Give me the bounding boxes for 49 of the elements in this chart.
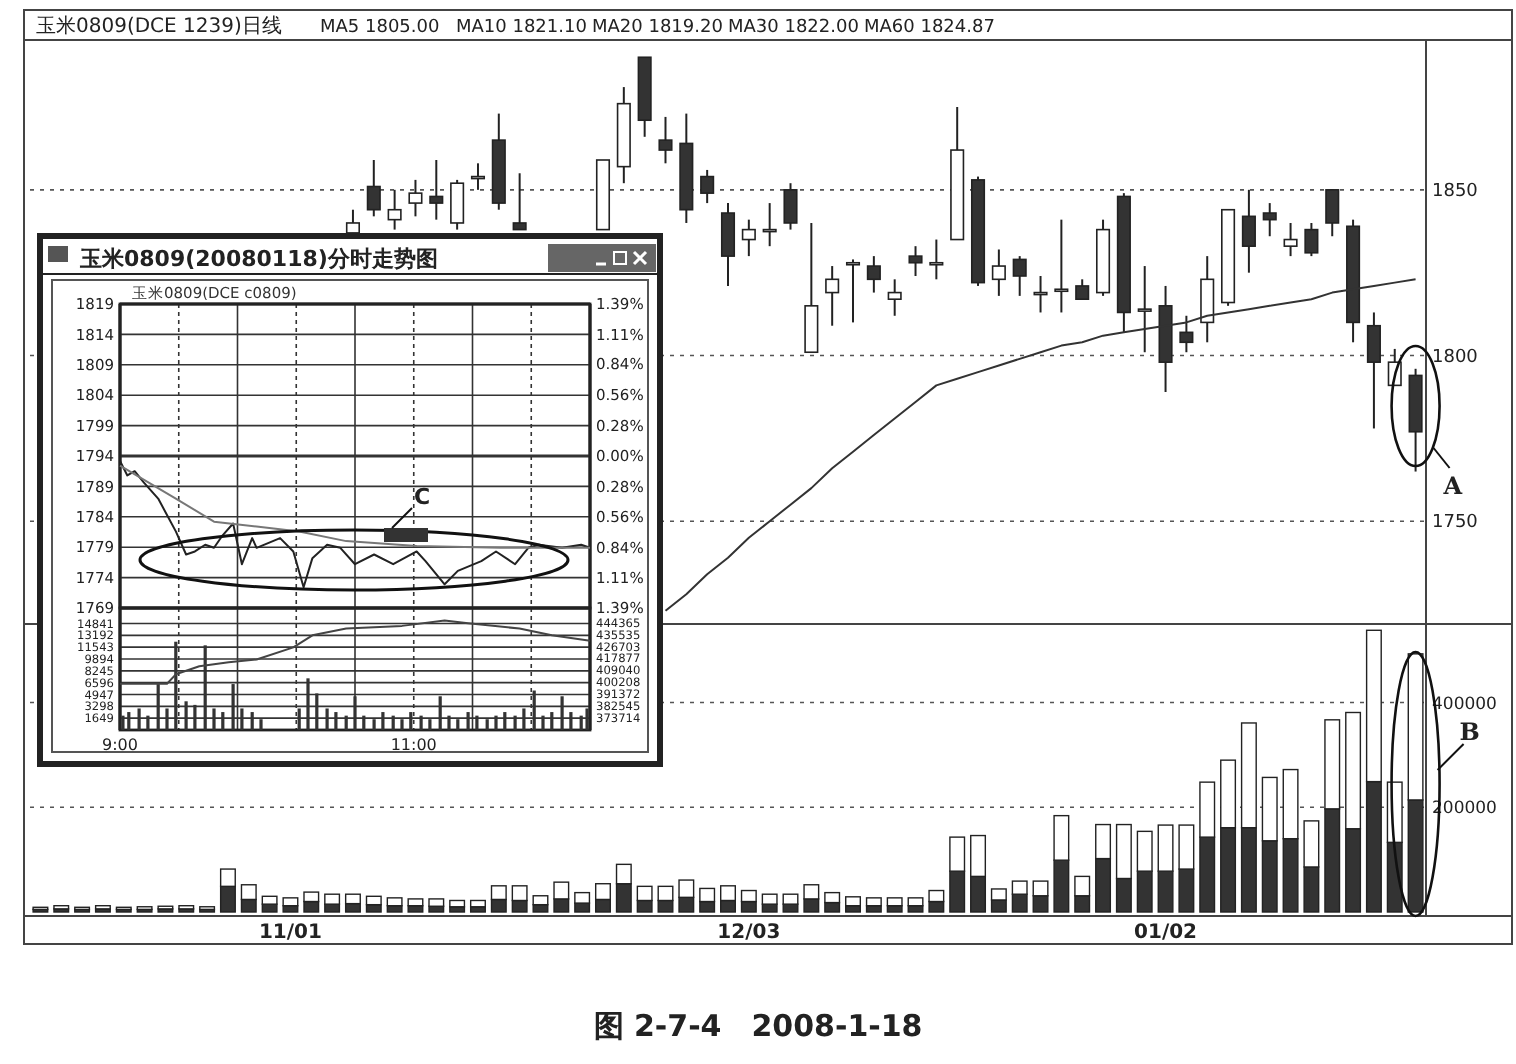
x-tick-label: 9:00 [102,736,138,754]
bar [449,906,466,913]
bar [532,903,549,913]
text: B [1459,718,1480,746]
x-tick-label: 11:00 [390,736,437,754]
bar [386,897,403,907]
text: MA20 1819.20 [592,18,724,38]
text: A [1441,472,1464,500]
bar [845,896,862,907]
bar [365,903,382,913]
bar [407,905,424,913]
bar [886,897,903,907]
bar [407,898,424,907]
chart-title: 玉米0809(20080118)分时走势图 [78,246,438,272]
bar [282,905,299,913]
x-tick-label: 11/01 [258,922,323,944]
bar [907,897,924,907]
line-series [664,278,1417,612]
line-series [119,619,591,685]
bar [261,895,278,905]
bar [761,893,778,905]
bar [428,898,445,907]
text: MA10 1821.10 [456,18,588,38]
text: MA5 1805.00 [320,18,440,38]
y-tick-label: 1850 [1432,181,1479,202]
text: MA30 1822.00 [728,18,860,38]
x-tick-label: 01/02 [1134,922,1198,944]
y-tick-label: 1800 [1432,347,1479,368]
caption: 图 2-7-4 2008-1-18 [593,1008,923,1044]
bar [449,899,466,908]
chart-title: 玉米0809(DCE 1239)日线 [36,14,282,38]
bar [282,897,299,907]
bar [907,905,924,913]
bar [532,895,549,906]
bar [469,906,486,913]
bar [886,905,903,913]
bar [365,895,382,906]
bar [469,899,486,908]
annotation: C [414,484,431,510]
x-tick-label: 12/03 [717,922,781,944]
bar [865,897,882,907]
bar [865,905,882,913]
bar [782,893,799,905]
y-tick-label: 1750 [1432,513,1479,534]
line-series [119,464,591,549]
text: MA60 1824.87 [864,18,995,38]
bar [386,905,403,913]
bar [344,893,361,905]
bar [324,893,341,905]
